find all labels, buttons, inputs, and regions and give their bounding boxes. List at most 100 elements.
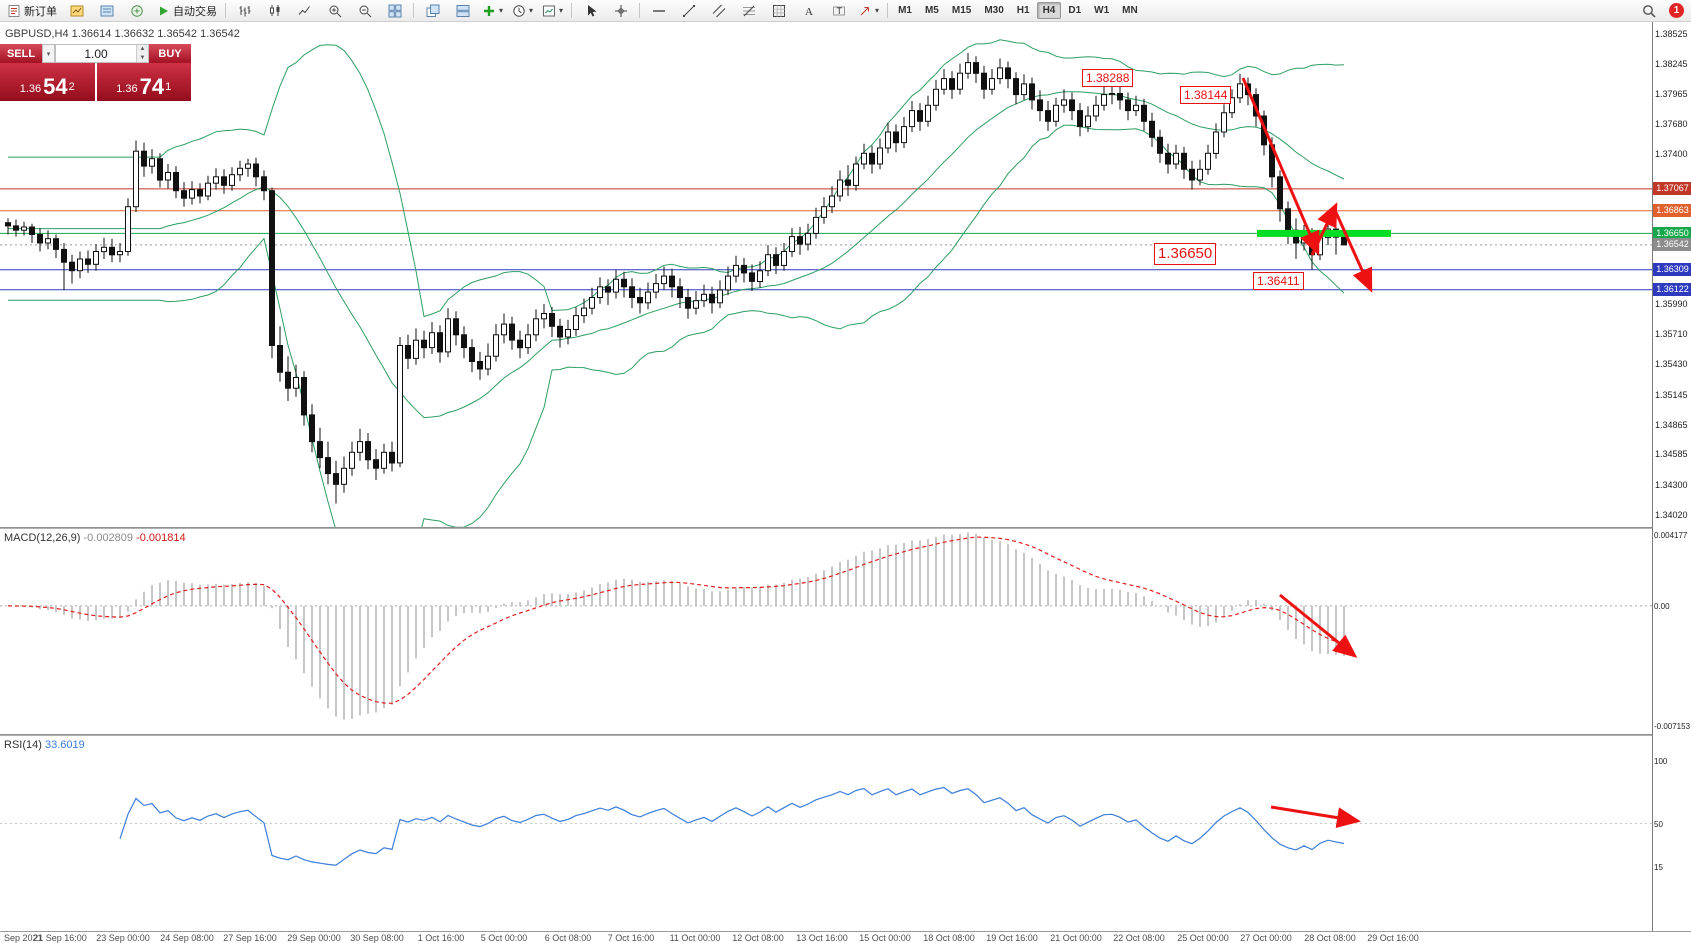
tile-horizontal-button[interactable] — [448, 0, 477, 21]
cascade-button[interactable] — [418, 0, 447, 21]
time-axis[interactable]: Sep 2021 21 Sep 16:00 23 Sep 00:00 24 Sep 0… — [0, 931, 1691, 943]
text-button[interactable]: A — [794, 0, 823, 21]
fibonacci-icon — [742, 4, 756, 18]
label-tool-button[interactable]: T — [824, 0, 853, 21]
timeframe-M15[interactable]: M15 — [951, 5, 972, 16]
market-watch-button[interactable] — [92, 0, 121, 21]
timeframe-W1[interactable]: W1 — [1094, 5, 1110, 16]
chart-window-button[interactable] — [62, 0, 91, 21]
chart-window-icon — [70, 4, 84, 18]
panel-separator[interactable] — [0, 527, 1691, 529]
time-label: 25 Oct 00:00 — [1177, 933, 1229, 943]
buy-price-button[interactable]: 1.36 74 1 — [96, 63, 191, 101]
svg-text:A: A — [805, 6, 813, 18]
panel-separator[interactable] — [0, 734, 1691, 736]
periods-button[interactable]: ▾ — [508, 0, 537, 21]
new-order-icon — [7, 4, 21, 18]
text-icon: A — [802, 4, 816, 18]
indicators-button[interactable]: ▾ — [478, 0, 507, 21]
time-label: 29 Sep 00:00 — [287, 933, 341, 943]
rsi-axis-top: 100 — [1654, 757, 1668, 766]
line-chart-button[interactable] — [290, 0, 319, 21]
hline-button[interactable] — [644, 0, 673, 21]
chevron-down-icon[interactable]: ▾ — [42, 44, 55, 63]
toolbar-separator — [887, 3, 889, 18]
rsi-chart — [0, 786, 1652, 866]
tile-windows-button[interactable] — [380, 0, 409, 21]
stepper-up-icon[interactable]: ▲ — [137, 45, 148, 54]
timeframe-MN[interactable]: MN — [1122, 5, 1138, 16]
arrows-tool-button[interactable]: ▾ — [854, 0, 883, 21]
time-label: 19 Oct 16:00 — [986, 933, 1038, 943]
price-tick: 1.38245 — [1655, 58, 1688, 69]
notification-badge[interactable]: 1 — [1669, 3, 1684, 18]
time-label: 27 Sep 16:00 — [223, 933, 277, 943]
shapes-button[interactable] — [764, 0, 793, 21]
fibonacci-button[interactable] — [734, 0, 763, 21]
price-annotation[interactable]: 1.36411 — [1253, 272, 1304, 290]
zoom-out-button[interactable] — [350, 0, 379, 21]
zoom-in-button[interactable] — [320, 0, 349, 21]
crosshair-icon — [614, 4, 628, 18]
main-chart-panel[interactable]: GBPUSD,H4 1.36614 1.36632 1.36542 1.3654… — [0, 22, 1652, 527]
cursor-button[interactable] — [576, 0, 605, 21]
time-label: 15 Oct 00:00 — [859, 933, 911, 943]
chevron-down-icon: ▾ — [559, 5, 564, 15]
sell-price-button[interactable]: 1.36 54 2 — [0, 63, 95, 101]
time-label: 27 Oct 00:00 — [1240, 933, 1292, 943]
toolbar-separator — [571, 3, 573, 18]
sell-button[interactable]: SELL — [0, 44, 42, 63]
channel-button[interactable] — [704, 0, 733, 21]
price-tick: 1.35430 — [1655, 359, 1688, 370]
symbol-quote-line: GBPUSD,H4 1.36614 1.36632 1.36542 1.3654… — [5, 28, 240, 40]
timeframe-H4[interactable]: H4 — [1036, 2, 1062, 19]
buy-price-big: 74 — [139, 74, 165, 99]
stepper-down-icon[interactable]: ▼ — [137, 53, 148, 62]
price-tick: 1.38525 — [1655, 28, 1688, 39]
price-axis[interactable]: 0.004177 0.00 -0.007153 100 50 15 1.3852… — [1652, 22, 1691, 931]
level-price-label: 1.36650 — [1653, 226, 1691, 240]
time-label: 12 Oct 08:00 — [732, 933, 784, 943]
data-window-button[interactable] — [122, 0, 151, 21]
timeframe-D1[interactable]: D1 — [1068, 5, 1082, 16]
toolbar: 新订单 自动交易 ▾ ▾ ▾ A T ▾ M1 M5 M15 M30 H1 H4 D1 W1 MN 1 — [0, 0, 1691, 22]
bar-chart-button[interactable] — [230, 0, 259, 21]
rsi-axis-mid: 50 — [1654, 819, 1663, 829]
search-button[interactable] — [1634, 0, 1663, 21]
rsi-panel[interactable]: RSI(14) 33.6019 — [0, 736, 1652, 931]
tile-windows-icon — [388, 4, 402, 18]
arrows-tool-icon — [858, 4, 872, 18]
autotrading-button[interactable]: 自动交易 — [152, 0, 221, 21]
macd-axis-bottom: -0.007153 — [1654, 722, 1691, 732]
new-order-label: 新订单 — [24, 5, 57, 18]
level-price-label: 1.37067 — [1653, 182, 1691, 196]
chevron-down-icon: ▾ — [499, 5, 504, 15]
trendline-button[interactable] — [674, 0, 703, 21]
buy-button[interactable]: BUY — [149, 44, 191, 63]
timeframe-M30[interactable]: M30 — [984, 5, 1004, 16]
timeframe-M5[interactable]: M5 — [924, 5, 939, 16]
templates-button[interactable]: ▾ — [538, 0, 567, 21]
templates-icon — [542, 4, 556, 18]
volume-field[interactable]: 1.00 ▲ ▼ — [55, 44, 149, 63]
timeframe-H1[interactable]: H1 — [1016, 5, 1030, 16]
candle-chart-button[interactable] — [260, 0, 289, 21]
new-order-button[interactable]: 新订单 — [3, 0, 61, 21]
crosshair-button[interactable] — [606, 0, 635, 21]
volume-value[interactable]: 1.00 — [84, 46, 108, 61]
timeframe-M1[interactable]: M1 — [898, 5, 912, 16]
trendline-icon — [682, 4, 696, 18]
volume-stepper[interactable]: ▲ ▼ — [136, 45, 148, 62]
zoom-out-icon — [358, 4, 372, 18]
macd-panel[interactable]: MACD(12,26,9) -0.002809 -0.001814 — [0, 529, 1652, 734]
price-tick: 1.37400 — [1655, 148, 1688, 159]
macd-chart — [0, 532, 1652, 720]
time-label: 29 Oct 16:00 — [1367, 933, 1419, 943]
time-label: 5 Oct 00:00 — [480, 933, 528, 943]
price-annotation[interactable]: 1.36650 — [1154, 243, 1217, 265]
price-annotation[interactable]: 1.38144 — [1180, 86, 1232, 104]
time-label: 6 Oct 08:00 — [544, 933, 592, 943]
price-annotation[interactable]: 1.38288 — [1082, 69, 1134, 87]
candlestick-chart[interactable] — [0, 22, 1652, 527]
